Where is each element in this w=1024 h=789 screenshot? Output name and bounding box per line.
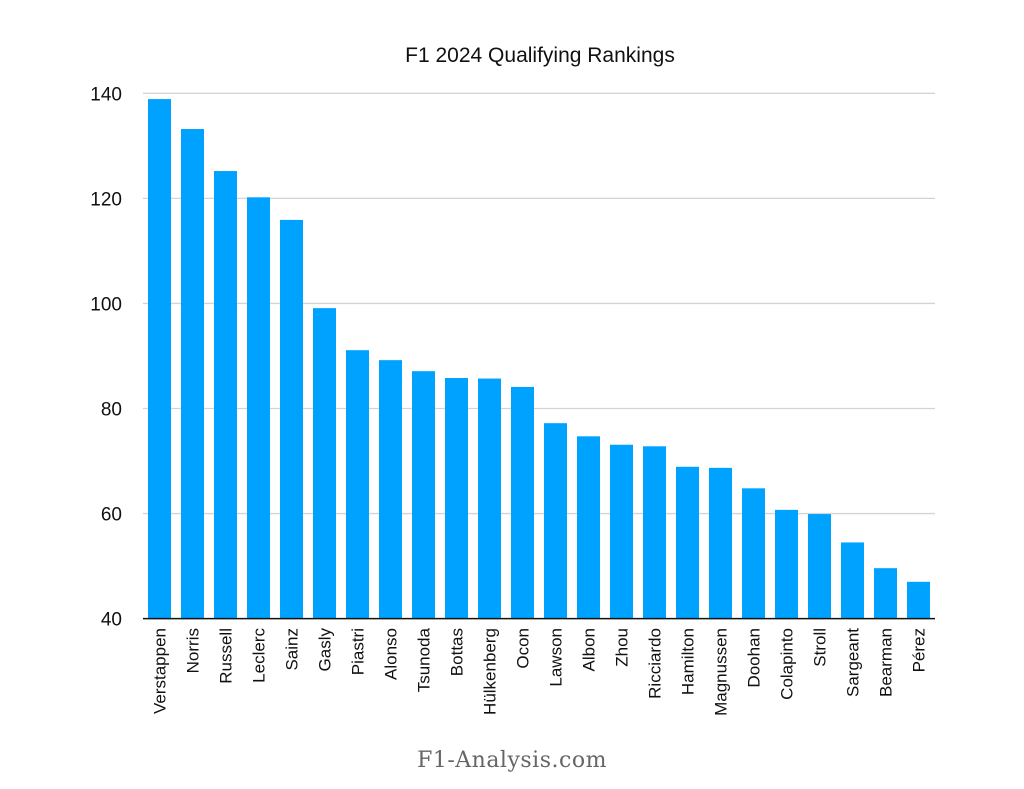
- bar-russell: [214, 171, 237, 619]
- bar-magnussen: [709, 467, 732, 619]
- x-tick-label: Alonso: [382, 628, 401, 680]
- x-tick-label: Sargeant: [844, 628, 863, 697]
- bar-doohan: [742, 488, 765, 619]
- bar-stroll: [808, 514, 831, 619]
- bar-sargeant: [841, 542, 864, 619]
- bar-ocon: [511, 386, 534, 619]
- bar-sainz: [280, 219, 303, 619]
- x-tick-label: Norris: [184, 628, 203, 673]
- x-tick-label: Leclerc: [250, 628, 269, 683]
- y-tick-label: 40: [101, 610, 122, 631]
- bar-pérez: [907, 581, 930, 619]
- x-tick-label: Verstappen: [151, 628, 170, 714]
- x-tick-label: Bearman: [877, 628, 896, 697]
- x-tick-label: Tsunoda: [415, 627, 434, 692]
- x-tick-label: Ricciardo: [646, 628, 665, 699]
- x-tick-label: Gasly: [316, 628, 335, 672]
- x-tick-label: Hülkenberg: [481, 628, 500, 715]
- watermark: F1-Analysis.com: [417, 748, 607, 773]
- y-tick-label: 80: [101, 399, 122, 420]
- bar-gasly: [313, 308, 336, 619]
- bar-bottas: [445, 378, 468, 619]
- x-tick-label: Zhou: [613, 628, 632, 667]
- x-tick-label: Colapinto: [778, 628, 797, 700]
- x-tick-label: Stroll: [811, 628, 830, 667]
- x-tick-label: Doohan: [745, 628, 764, 688]
- bar-alonso: [379, 360, 402, 619]
- bar-bearman: [874, 568, 897, 619]
- x-tick-label: Magnussen: [712, 628, 731, 716]
- bar-piastri: [346, 350, 369, 619]
- x-tick-label: Hamilton: [679, 628, 698, 695]
- x-tick-label: Russell: [217, 628, 236, 684]
- bar-zhou: [610, 444, 633, 619]
- bar-verstappen: [148, 99, 171, 619]
- bar-colapinto: [775, 509, 798, 619]
- y-tick-label: 100: [90, 294, 122, 315]
- bar-hamilton: [676, 466, 699, 619]
- chart-title: F1 2024 Qualifying Rankings: [405, 44, 675, 67]
- bar-albon: [577, 436, 600, 619]
- x-tick-label: Piastri: [349, 628, 368, 675]
- x-tick-label: Sainz: [283, 628, 302, 671]
- bar-ricciardo: [643, 446, 666, 619]
- y-tick-label: 60: [101, 505, 122, 526]
- x-tick-label: Pérez: [910, 628, 929, 672]
- bar-norris: [181, 129, 204, 619]
- bar-leclerc: [247, 197, 270, 619]
- y-tick-label: 140: [90, 84, 122, 105]
- y-tick-label: 120: [90, 189, 122, 210]
- bar-lawson: [544, 423, 567, 619]
- bar-tsunoda: [412, 371, 435, 619]
- x-tick-label: Albon: [580, 628, 599, 671]
- x-tick-label: Bottas: [448, 628, 467, 676]
- bar-hülkenberg: [478, 378, 501, 619]
- x-tick-label: Ocon: [514, 628, 533, 669]
- x-tick-label: Lawson: [547, 628, 566, 687]
